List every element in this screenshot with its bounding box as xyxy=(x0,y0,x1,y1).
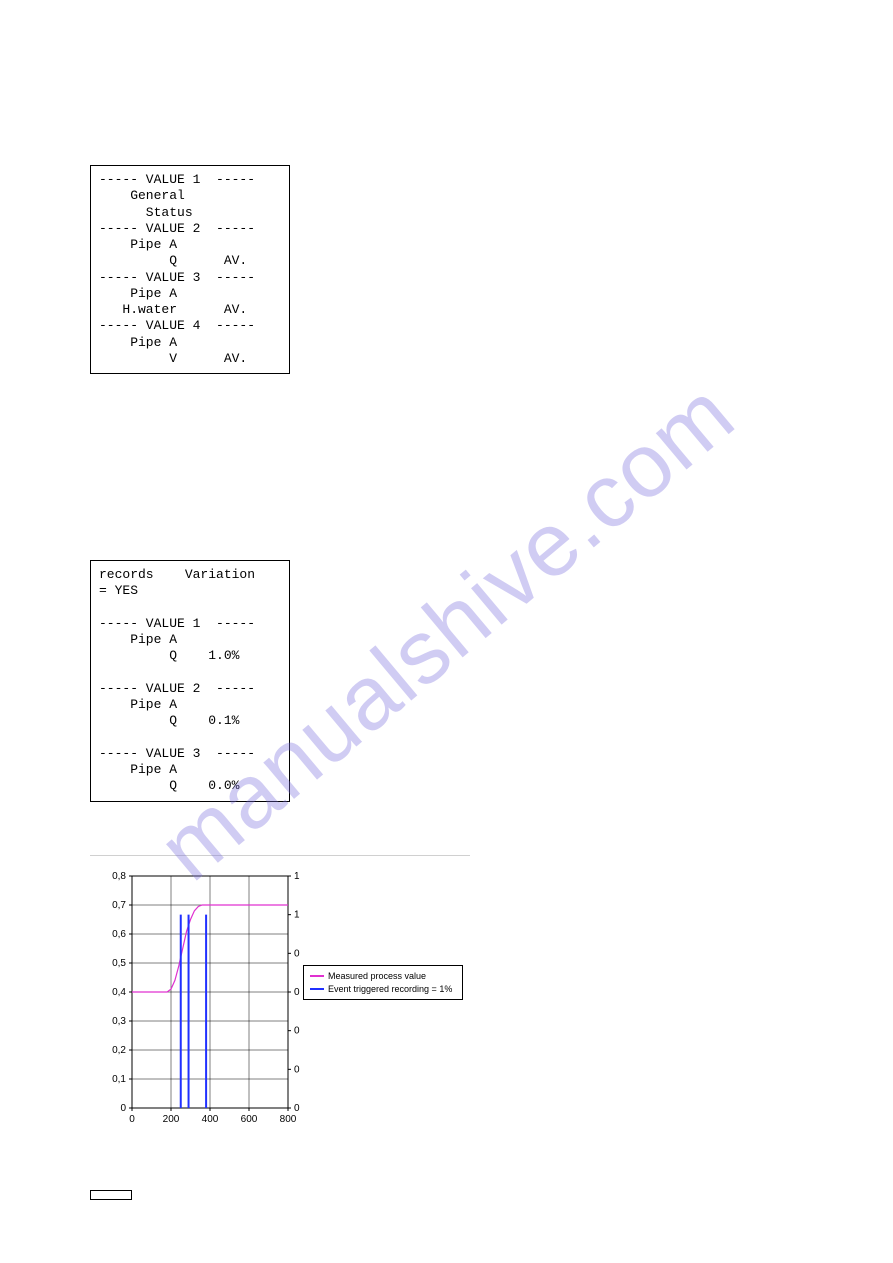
legend-item: Measured process value xyxy=(310,970,456,983)
lcd-screen-2: records Variation = YES ----- VALUE 1 --… xyxy=(90,560,290,802)
legend-item: Event triggered recording = 1% xyxy=(310,983,456,996)
legend-swatch xyxy=(310,975,324,977)
legend-label: Measured process value xyxy=(328,970,426,983)
lcd-screen-1: ----- VALUE 1 ----- General Status -----… xyxy=(90,165,290,374)
svg-text:0,4: 0,4 xyxy=(112,987,126,998)
svg-text:0,3: 0,3 xyxy=(112,1016,126,1027)
svg-text:200: 200 xyxy=(163,1114,180,1124)
svg-text:0,2: 0,2 xyxy=(112,1045,126,1056)
svg-text:0,6: 0,6 xyxy=(112,929,126,940)
svg-text:0,8: 0,8 xyxy=(294,948,300,959)
svg-text:800: 800 xyxy=(280,1114,297,1124)
footer-box xyxy=(90,1190,132,1200)
divider xyxy=(90,855,470,856)
svg-text:0,1: 0,1 xyxy=(112,1074,126,1085)
chart-legend: Measured process value Event triggered r… xyxy=(303,965,463,1000)
svg-text:600: 600 xyxy=(241,1114,258,1124)
svg-text:0,5: 0,5 xyxy=(112,958,126,969)
svg-text:0,8: 0,8 xyxy=(112,871,126,882)
svg-text:0,6: 0,6 xyxy=(294,987,300,998)
process-chart: 0 0,1 0,2 0,3 0,4 0,5 0,6 0,7 0,8 0 0,2 0,4 0,6 0,8 1 1… xyxy=(90,864,300,1124)
svg-text:0,7: 0,7 xyxy=(112,900,126,911)
svg-text:1: 1 xyxy=(294,910,300,921)
svg-text:1,2: 1,2 xyxy=(294,871,300,882)
svg-text:0: 0 xyxy=(129,1114,135,1124)
legend-swatch xyxy=(310,988,324,990)
legend-label: Event triggered recording = 1% xyxy=(328,983,452,996)
svg-text:0: 0 xyxy=(120,1103,126,1114)
svg-text:400: 400 xyxy=(202,1114,219,1124)
svg-text:0,2: 0,2 xyxy=(294,1064,300,1075)
svg-text:0: 0 xyxy=(294,1103,300,1114)
svg-text:0,4: 0,4 xyxy=(294,1026,300,1037)
